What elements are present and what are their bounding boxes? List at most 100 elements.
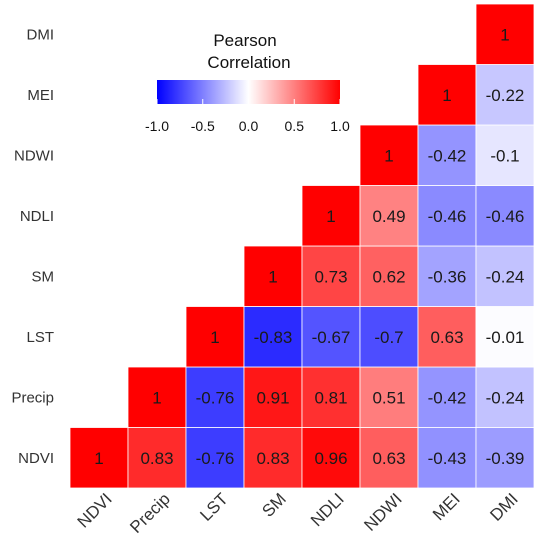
heatmap-cell-rect — [243, 245, 303, 307]
heatmap-cell-rect — [475, 245, 535, 307]
heatmap-cell-rect — [417, 427, 477, 489]
y-tick-dmi: DMI — [27, 26, 55, 43]
x-tick-ndli: NDLI — [307, 489, 348, 530]
heatmap-cell-label: -0.39 — [486, 449, 525, 468]
legend-tick-label: 0.5 — [285, 118, 305, 134]
y-tick-lst: LST — [26, 329, 54, 346]
heatmap-cell-label: 0.63 — [372, 449, 405, 468]
heatmap-cell-ndli-dmi: -0.46 — [475, 185, 535, 247]
heatmap-cell-rect — [359, 124, 419, 186]
heatmap-cell-label: 1 — [326, 207, 335, 226]
heatmap-cell-label: -0.46 — [486, 207, 525, 226]
heatmap-cell-rect — [417, 185, 477, 247]
y-tick-ndwi: NDWI — [14, 147, 54, 164]
heatmap-cell-label: -0.1 — [490, 146, 519, 165]
x-tick-sm: SM — [258, 489, 289, 520]
heatmap-cell-rect — [301, 366, 361, 428]
heatmap-cell-sm-ndwi: 0.62 — [359, 245, 419, 307]
y-tick-ndli: NDLI — [20, 208, 54, 225]
heatmap-cell-label: 1 — [268, 267, 277, 286]
heatmap-cell-rect — [243, 427, 303, 489]
y-tick-mei: MEI — [27, 87, 54, 104]
x-axis-tick-labels: NDVI Precip LST SM NDLI NDWI MEI DMI — [74, 489, 522, 537]
heatmap-cell-label: 0.96 — [314, 449, 347, 468]
heatmap-cell-label: -0.01 — [486, 328, 525, 347]
heatmap-cell-rect — [301, 245, 361, 307]
heatmap-cell-ndvi-ndwi: 0.63 — [359, 427, 419, 489]
heatmap-cell-mei-mei: 1 — [417, 64, 477, 126]
x-tick-mei: MEI — [429, 489, 464, 524]
heatmap-cell-label: 1 — [442, 86, 451, 105]
legend-tick-label: 0.0 — [239, 118, 259, 134]
heatmap-cell-precip-sm: 0.91 — [243, 366, 303, 428]
heatmap-cell-ndvi-ndli: 0.96 — [301, 427, 361, 489]
heatmap-cell-lst-mei: 0.63 — [417, 306, 477, 368]
heatmap-cell-precip-ndwi: 0.51 — [359, 366, 419, 428]
y-tick-precip: Precip — [11, 389, 54, 406]
heatmap-cell-label: 0.83 — [256, 449, 289, 468]
heatmap-cell-label: 0.83 — [140, 449, 173, 468]
legend-title-line1: Pearson — [213, 31, 276, 50]
heatmap-cell-label: -0.76 — [196, 449, 235, 468]
heatmap-cell-rect — [127, 427, 187, 489]
heatmap-cell-rect — [359, 185, 419, 247]
legend-tick-label: 1.0 — [330, 118, 350, 134]
heatmap-cell-sm-sm: 1 — [243, 245, 303, 307]
heatmap-cell-rect — [359, 306, 419, 368]
y-axis-tick-labels: NDVI Precip LST SM NDLI NDWI MEI DMI — [11, 26, 54, 467]
heatmap-cell-label: -0.46 — [428, 207, 467, 226]
heatmap-cell-rect — [475, 185, 535, 247]
heatmap-cell-ndvi-dmi: -0.39 — [475, 427, 535, 489]
heatmap-cell-rect — [359, 427, 419, 489]
heatmap-cell-label: 1 — [500, 25, 509, 44]
legend-ticks: -1.0 -0.5 0.0 0.5 1.0 — [145, 99, 350, 134]
heatmap-cell-rect — [301, 306, 361, 368]
heatmap-cell-ndvi-ndvi: 1 — [69, 427, 129, 489]
heatmap-cell-rect — [301, 427, 361, 489]
heatmap-cell-ndwi-dmi: -0.1 — [475, 124, 535, 186]
heatmap-cell-rect — [475, 3, 535, 65]
heatmap-cell-label: 0.49 — [372, 207, 405, 226]
heatmap-cell-label: -0.76 — [196, 388, 235, 407]
heatmap-cell-label: -0.22 — [486, 86, 525, 105]
heatmap-cell-ndvi-precip: 0.83 — [127, 427, 187, 489]
heatmap-cell-label: -0.24 — [486, 267, 525, 286]
heatmap-cell-lst-ndwi: -0.7 — [359, 306, 419, 368]
heatmap-cell-precip-lst: -0.76 — [185, 366, 245, 428]
heatmap-cell-rect — [243, 306, 303, 368]
heatmap-cell-rect — [301, 185, 361, 247]
heatmap-cells: 1 0.83 -0.76 0.83 0.96 0.63 -0.43 -0.39 1 -0.76 0.… — [69, 3, 535, 489]
heatmap-cell-label: -0.43 — [428, 449, 467, 468]
heatmap-cell-rect — [475, 427, 535, 489]
heatmap-cell-rect — [475, 306, 535, 368]
heatmap-cell-ndwi-mei: -0.42 — [417, 124, 477, 186]
heatmap-cell-precip-mei: -0.42 — [417, 366, 477, 428]
heatmap-cell-label: -0.42 — [428, 388, 467, 407]
heatmap-cell-label: -0.36 — [428, 267, 467, 286]
heatmap-cell-mei-dmi: -0.22 — [475, 64, 535, 126]
heatmap-cell-label: 1 — [210, 328, 219, 347]
heatmap-cell-ndli-ndli: 1 — [301, 185, 361, 247]
heatmap-cell-rect — [475, 366, 535, 428]
x-tick-ndvi: NDVI — [74, 489, 116, 531]
heatmap-cell-label: -0.42 — [428, 146, 467, 165]
x-tick-dmi: DMI — [486, 489, 521, 524]
heatmap-cell-rect — [359, 366, 419, 428]
heatmap-cell-rect — [69, 427, 129, 489]
legend-tick-label: -1.0 — [145, 118, 169, 134]
heatmap-cell-label: 0.81 — [314, 388, 347, 407]
heatmap-cell-ndwi-ndwi: 1 — [359, 124, 419, 186]
x-tick-precip: Precip — [126, 489, 174, 537]
heatmap-cell-precip-dmi: -0.24 — [475, 366, 535, 428]
heatmap-cell-dmi-dmi: 1 — [475, 3, 535, 65]
heatmap-cell-precip-precip: 1 — [127, 366, 187, 428]
heatmap-cell-sm-mei: -0.36 — [417, 245, 477, 307]
x-tick-lst: LST — [196, 489, 231, 524]
heatmap-cell-label: 0.62 — [372, 267, 405, 286]
heatmap-cell-label: 1 — [152, 388, 161, 407]
heatmap-cell-rect — [475, 124, 535, 186]
heatmap-cell-label: -0.67 — [312, 328, 351, 347]
heatmap-cell-precip-ndli: 0.81 — [301, 366, 361, 428]
heatmap-cell-rect — [417, 64, 477, 126]
heatmap-cell-ndvi-mei: -0.43 — [417, 427, 477, 489]
